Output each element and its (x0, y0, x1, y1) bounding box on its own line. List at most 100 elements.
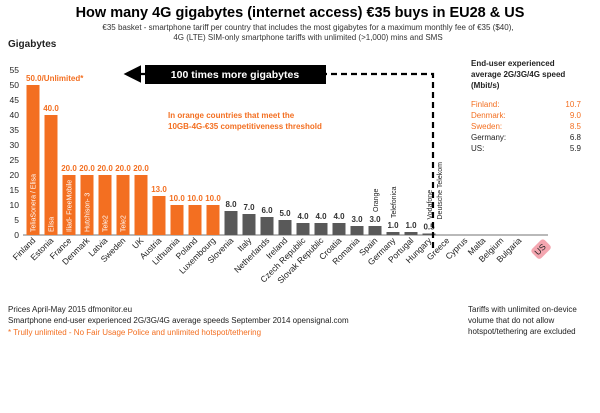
footer-source-2: Smartphone end-user experienced 2G/3G/4G… (8, 316, 349, 325)
bar-denmark (80, 175, 94, 235)
bar-spain (368, 226, 382, 235)
callout-text: 100 times more gigabytes (171, 69, 300, 81)
y-axis-ticks: 0 5 10 15 20 25 30 35 40 45 50 55 (10, 65, 20, 240)
value-label: 7.0 (243, 203, 255, 212)
y-tick-label: 25 (10, 155, 20, 165)
operator-label: Deutsche Telekom (437, 162, 444, 220)
value-label: 1.0 (405, 221, 417, 230)
value-label: 5.0 (279, 209, 291, 218)
value-label: 1.0 (387, 221, 399, 230)
bar-latvia (98, 175, 112, 235)
value-label: 10.0 (169, 194, 185, 203)
value-label: 6.0 (261, 206, 273, 215)
bar-lithuania (170, 205, 184, 235)
y-axis-label: Gigabytes (8, 39, 57, 50)
speed-country: Denmark: (471, 111, 506, 120)
bar-croatia (332, 223, 346, 235)
speed-header-line-3: (Mbit/s) (471, 81, 500, 90)
y-tick-label: 0 (14, 230, 19, 240)
bar-slovak-republic (314, 223, 328, 235)
speed-value: 6.8 (570, 133, 582, 142)
y-tick-label: 20 (10, 170, 20, 180)
bar-finland (26, 85, 40, 235)
bar-ireland (278, 220, 292, 235)
value-labels: 50.0/Unlimited*40.020.0 20.0 20.0 20.0 20.01… (26, 74, 435, 232)
bar-netherlands (260, 217, 274, 235)
operator-labels-inside: TeliaSonera / Elisa Elisa Iliad- FreeMobil… (31, 174, 128, 232)
chart-subtitle-line-1: €35 basket - smartphone tariff per count… (102, 23, 513, 32)
footer-asterisk: * Trully unlimited - No Fair Usage Polic… (8, 328, 261, 337)
speed-header-line-1: End-user experienced (471, 59, 555, 68)
value-label: 20.0 (79, 164, 95, 173)
bar-italy (242, 214, 256, 235)
operator-label: Orange (373, 189, 380, 212)
speed-value: 5.9 (570, 144, 582, 153)
y-tick-label: 50 (10, 80, 20, 90)
value-label: 0.5 (423, 223, 435, 232)
threshold-note-line-1: In orange countries that meet the (168, 111, 295, 120)
speed-value: 8.5 (570, 122, 582, 131)
threshold-note-line-2: 10GB-4G-€35 competitiveness threshold (168, 122, 322, 131)
y-tick-label: 10 (10, 200, 20, 210)
bar-austria (152, 196, 166, 235)
bar-estonia (44, 115, 58, 235)
y-tick-label: 35 (10, 125, 20, 135)
callout-box (145, 65, 326, 84)
speed-country: US: (471, 144, 484, 153)
bar-poland (188, 205, 202, 235)
operator-label: Tele2 (121, 215, 128, 232)
footer-right-2: volume that do not allow (468, 316, 554, 325)
operator-label: Hutchison- 3 (85, 193, 92, 232)
value-label: 3.0 (369, 215, 381, 224)
value-label: 8.0 (225, 200, 237, 209)
value-label: 10.0 (205, 194, 221, 203)
speed-country: Finland: (471, 100, 499, 109)
value-label: 20.0 (97, 164, 113, 173)
speed-value: 9.0 (570, 111, 582, 120)
value-label: 4.0 (333, 212, 345, 221)
speed-table: Finland: 10.7 Denmark: 9.0 Sweden: 8.5 Germany… (471, 100, 582, 153)
speed-country: Germany: (471, 133, 506, 142)
bar-luxembourg (206, 205, 220, 235)
bar-czech-republic (296, 223, 310, 235)
speed-country: Sweden: (471, 122, 502, 131)
us-highlight (531, 239, 551, 259)
operator-label: Tele2 (103, 215, 110, 232)
operator-label: Elisa (49, 217, 56, 232)
value-label: 4.0 (315, 212, 327, 221)
y-tick-label: 30 (10, 140, 20, 150)
value-label: 20.0 (115, 164, 131, 173)
y-tick-label: 45 (10, 95, 20, 105)
callout-dashed-line (123, 65, 435, 248)
operator-label: Iliad- FreeMobile (67, 180, 74, 232)
speed-value: 10.7 (565, 100, 581, 109)
y-tick-label: 40 (10, 110, 20, 120)
y-tick-label: 55 (10, 65, 20, 75)
value-label: 13.0 (151, 185, 167, 194)
y-tick-label: 15 (10, 185, 20, 195)
operator-label: Telefonica (391, 186, 398, 218)
bar-germany (386, 232, 400, 235)
bar-hungary (422, 233, 436, 235)
chart-subtitle-line-2: 4G (LTE) SIM-only smartphone tariffs wit… (173, 33, 442, 42)
footer-source-1: Prices April-May 2015 dfmonitor.eu (8, 305, 132, 314)
value-label: 3.0 (351, 215, 363, 224)
footer-right-1: Tariffs with unlimited on-device (468, 305, 577, 314)
footer-right-3: hotspot/tethering are excluded (468, 327, 576, 336)
speed-header-line-2: average 2G/3G/4G speed (471, 70, 565, 79)
chart-title: How many 4G gigabytes (internet access) … (76, 5, 525, 21)
bar-slovenia (224, 211, 238, 235)
value-label: 20.0 (61, 164, 77, 173)
operator-labels-above: Orange Telefonica Vodafone Deutsche Telekom (373, 162, 444, 220)
value-label: 4.0 (297, 212, 309, 221)
bar-uk (134, 175, 148, 235)
operator-label: Vodafone (427, 190, 434, 220)
bar-sweden (116, 175, 130, 235)
value-label: 40.0 (43, 104, 59, 113)
bar-portugal (404, 232, 418, 235)
bar-france (62, 175, 76, 235)
bars (26, 85, 436, 235)
value-label: 20.0 (133, 164, 149, 173)
